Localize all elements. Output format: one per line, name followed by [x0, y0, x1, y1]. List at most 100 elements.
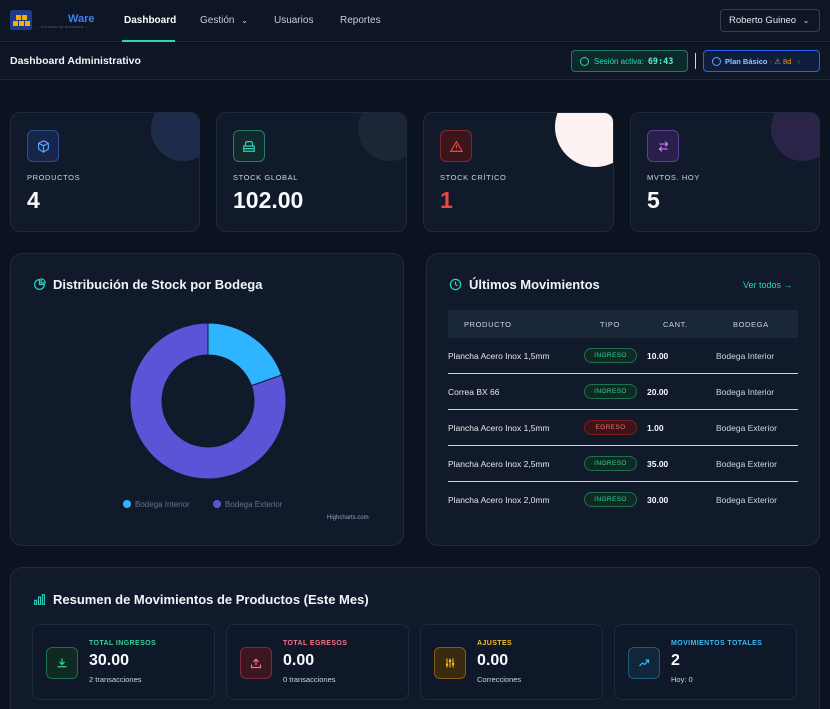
chart-credits[interactable]: Highcharts.com [327, 515, 369, 521]
stat-card-productos: PRODUCTOS 4 [10, 112, 200, 232]
stat-value: 1 [440, 187, 453, 213]
stat-label: STOCK GLOBAL [233, 173, 298, 182]
nav-usuarios[interactable]: Usuarios [274, 15, 314, 26]
summary-label: TOTAL INGRESOS [89, 640, 157, 647]
box-icon [27, 130, 59, 162]
stat-value: 5 [647, 187, 660, 213]
see-all-link[interactable]: Ver todos → [743, 280, 793, 290]
active-tab-indicator [122, 40, 175, 42]
summary-sub: 2 transacciones [89, 675, 142, 684]
chevron-right-icon: › [797, 57, 800, 66]
warehouse-icon [233, 130, 265, 162]
summary-label: MOVIMIENTOS TOTALES [671, 640, 763, 647]
panel-title: Distribución de Stock por Bodega [53, 277, 263, 292]
cell-cantidad: 20.00 [647, 387, 669, 397]
decorative-blob [358, 113, 406, 161]
type-badge: EGRESO [584, 420, 637, 435]
stat-label: PRODUCTOS [27, 173, 81, 182]
summary-label: AJUSTES [477, 640, 513, 647]
panel-title: Resumen de Movimientos de Productos (Est… [53, 592, 369, 607]
clock-icon [580, 57, 589, 66]
stock-distribution-panel: Distribución de Stock por Bodega Bodega … [10, 253, 404, 546]
trending-up-icon [628, 647, 660, 679]
clock-icon [449, 278, 462, 291]
summary-value: 0.00 [477, 652, 509, 669]
cell-producto: Plancha Acero Inox 2,0mm [448, 495, 550, 505]
pie-chart-icon [34, 278, 46, 290]
summary-sub: 0 transacciones [283, 675, 336, 684]
session-timer: 69:43 [647, 57, 674, 67]
cell-cantidad: 30.00 [647, 495, 669, 505]
donut-chart [129, 322, 287, 480]
panel-title: Últimos Movimientos [469, 277, 600, 292]
alert-triangle-icon [440, 130, 472, 162]
summary-value: 2 [671, 652, 680, 669]
donut-slice-bodega-exterior[interactable] [129, 322, 287, 480]
stat-label: STOCK CRÍTICO [440, 173, 507, 182]
nav-gestion[interactable]: Gestión ⌄ [200, 15, 248, 26]
cell-bodega: Bodega Interior [716, 387, 775, 397]
nav-dashboard[interactable]: Dashboard [124, 15, 177, 26]
header-divider [695, 53, 696, 69]
nav-reportes[interactable]: Reportes [340, 15, 381, 26]
table-row[interactable]: Plancha Acero Inox 2,0mm INGRESO 30.00 Bode… [448, 482, 798, 518]
stat-card-stock-critico: STOCK CRÍTICO 1 [423, 112, 614, 232]
brand-name: Ware [68, 13, 95, 25]
chevron-down-icon: ⌄ [802, 16, 810, 25]
decorative-blob [771, 113, 819, 161]
legend-item-interior[interactable]: Bodega Interior [123, 500, 190, 509]
stat-label: MVTOS. HOY [647, 173, 700, 182]
cell-producto: Correa BX 66 [448, 387, 500, 397]
cell-bodega: Bodega Exterior [716, 423, 777, 433]
table-header: PRODUCTO TIPO CANT. BODEGA [448, 310, 798, 338]
legend-item-exterior[interactable]: Bodega Exterior [213, 500, 282, 509]
cell-cantidad: 10.00 [647, 351, 669, 361]
page-header: Dashboard Administrativo Sesión activa: 6… [0, 43, 830, 80]
brand-tagline: — SISTEMA DE BODEGAS — [36, 25, 89, 29]
type-badge: INGRESO [584, 456, 637, 471]
summary-card-movimientos-totales: MOVIMIENTOS TOTALES 2 Hoy: 0 [614, 624, 797, 700]
column-header[interactable]: BODEGA [733, 320, 769, 329]
user-name: Roberto Guineo [729, 15, 797, 26]
top-navbar: Ware — SISTEMA DE BODEGAS — Dashboard Ge… [0, 0, 830, 42]
decorative-blob [151, 113, 199, 161]
table-row[interactable]: Plancha Acero Inox 2,5mm INGRESO 35.00 Bode… [448, 446, 798, 482]
column-header[interactable]: CANT. [663, 320, 688, 329]
donut-slice-bodega-interior[interactable] [207, 322, 283, 387]
stat-card-movimientos-hoy: MVTOS. HOY 5 [630, 112, 820, 232]
summary-value: 30.00 [89, 652, 130, 669]
session-status-badge: Sesión activa: 69:43 [571, 50, 688, 72]
column-header[interactable]: TIPO [600, 320, 620, 329]
cell-producto: Plancha Acero Inox 1,5mm [448, 423, 550, 433]
plan-separator: · [769, 57, 773, 66]
summary-value: 0.00 [283, 652, 315, 669]
summary-sub: Correcciones [477, 675, 522, 684]
latest-movements-panel: Últimos Movimientos Ver todos → PRODUCTO… [426, 253, 820, 546]
brand-logo[interactable]: Ware — SISTEMA DE BODEGAS — [10, 10, 96, 32]
nav-gestion-label: Gestión [200, 15, 235, 26]
stat-value: 102.00 [233, 187, 304, 213]
legend-marker [123, 500, 131, 508]
plan-expiry-warning: ⚠ 8d [774, 57, 792, 66]
download-icon [46, 647, 78, 679]
legend-label: Bodega Exterior [225, 500, 283, 509]
table-row[interactable]: Plancha Acero Inox 1,5mm INGRESO 10.00 Bode… [448, 338, 798, 374]
summary-label: TOTAL EGRESOS [283, 640, 348, 647]
cell-bodega: Bodega Interior [716, 351, 775, 361]
table-row[interactable]: Plancha Acero Inox 1,5mm EGRESO 1.00 Bodega… [448, 410, 798, 446]
chevron-down-icon: ⌄ [241, 16, 248, 25]
legend-label: Bodega Interior [135, 500, 190, 509]
type-badge: INGRESO [584, 384, 637, 399]
plan-badge[interactable]: Plan Básico · ⚠ 8d › [703, 50, 820, 72]
cell-bodega: Bodega Exterior [716, 495, 777, 505]
plan-label: Plan Básico [725, 57, 768, 66]
summary-card-egresos: TOTAL EGRESOS 0.00 0 transacciones [226, 624, 409, 700]
cell-cantidad: 35.00 [647, 459, 669, 469]
page-title: Dashboard Administrativo [10, 55, 141, 67]
table-row[interactable]: Correa BX 66 INGRESO 20.00 Bodega Interior [448, 374, 798, 410]
cell-producto: Plancha Acero Inox 1,5mm [448, 351, 550, 361]
column-header[interactable]: PRODUCTO [464, 320, 512, 329]
summary-card-ingresos: TOTAL INGRESOS 30.00 2 transacciones [32, 624, 215, 700]
cell-bodega: Bodega Exterior [716, 459, 777, 469]
user-menu-button[interactable]: Roberto Guineo ⌄ [720, 9, 820, 32]
